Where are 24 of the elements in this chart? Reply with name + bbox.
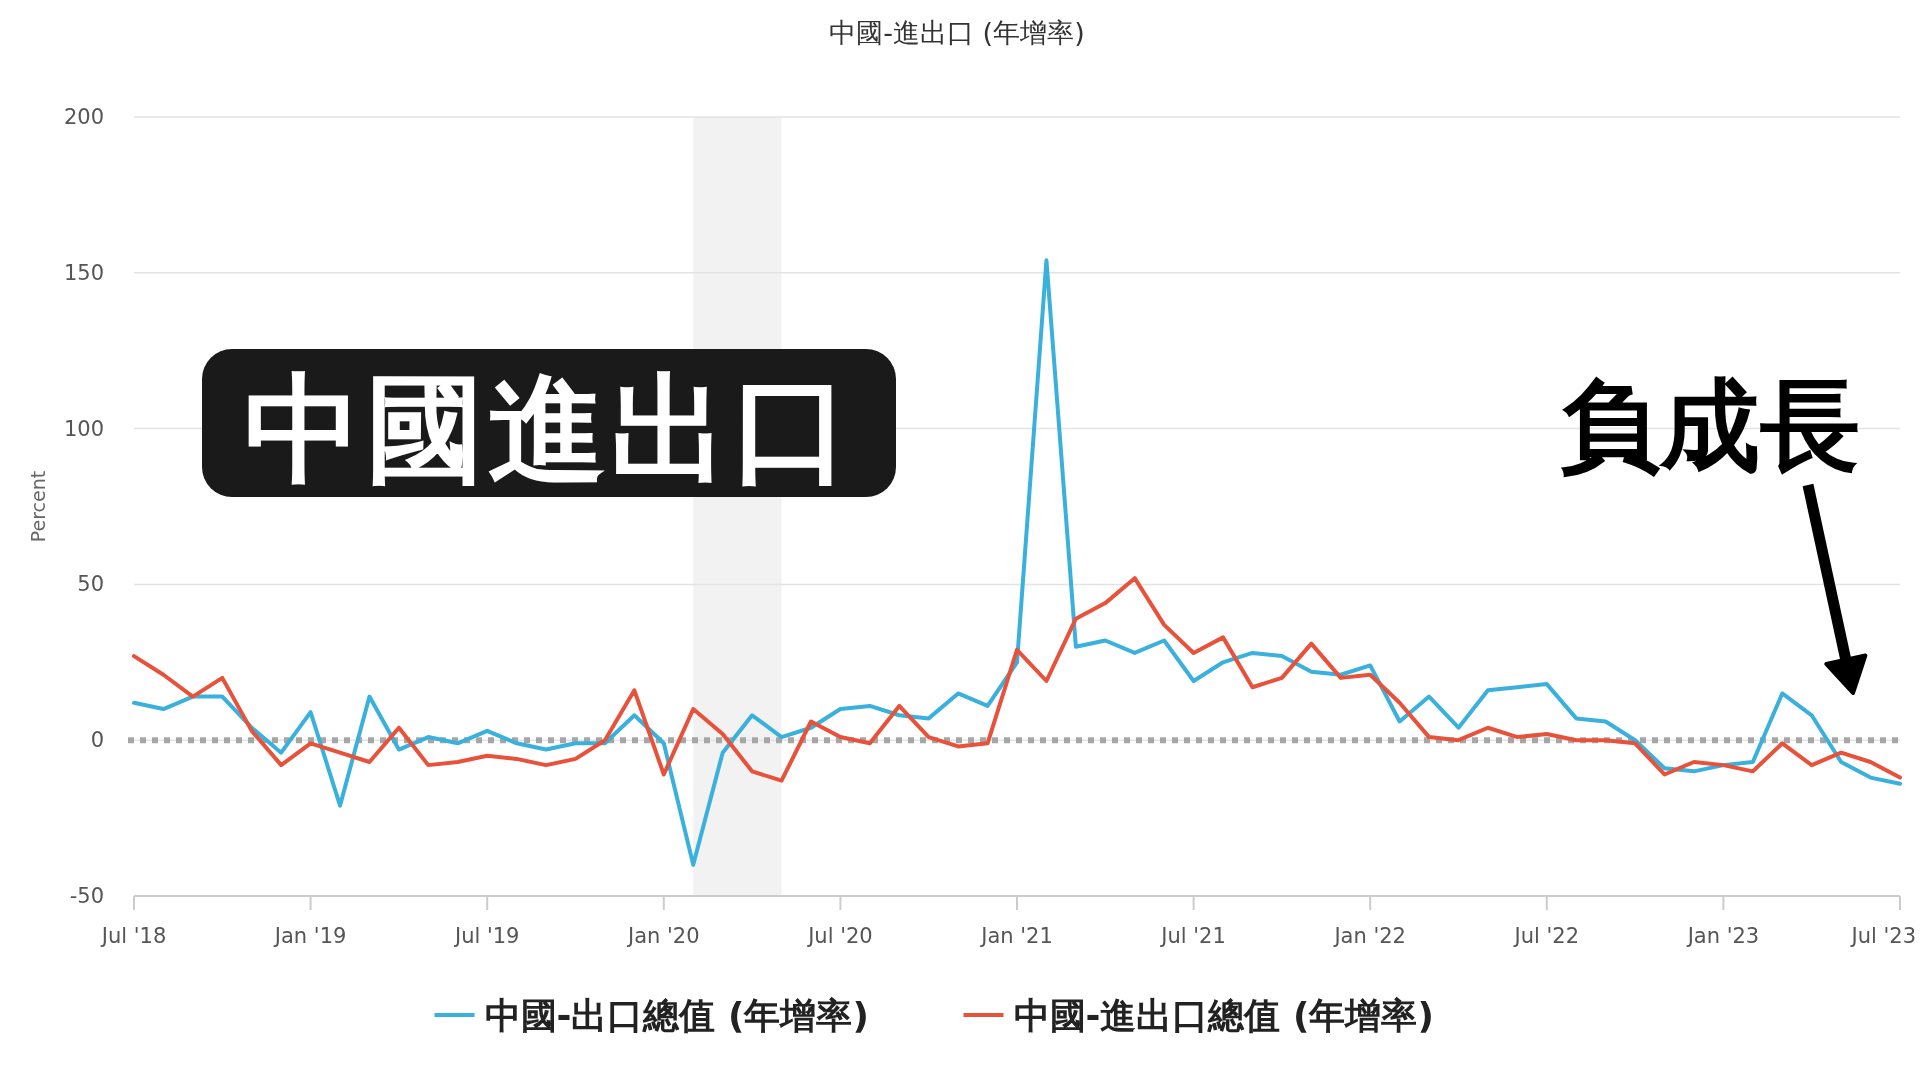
annotation: 負成長 (1560, 367, 1860, 484)
y-tick-label: -50 (69, 884, 104, 908)
x-tick-label: Jul '20 (806, 924, 873, 948)
x-tick-label: Jan '22 (1332, 924, 1406, 948)
y-tick-label: 0 (90, 728, 104, 753)
x-tick-label: Jan '23 (1685, 924, 1760, 948)
y-tick-label: 200 (63, 105, 104, 129)
x-tick-label: Jul '18 (99, 924, 167, 948)
x-tick-label: Jan '21 (979, 924, 1053, 948)
x-tick-label: Jul '19 (452, 924, 520, 948)
chart-title: 中國-進出口 (年增率) (829, 17, 1085, 48)
y-tick-label: 150 (63, 260, 104, 285)
annotation-box: 中國進出口 (202, 349, 896, 498)
y-tick-label: 50 (77, 572, 104, 597)
x-tick-label: Jul '21 (1159, 924, 1226, 948)
x-tick-label: Jan '20 (626, 924, 700, 948)
annotation: 中國進出口 (244, 360, 854, 498)
x-tick-label: Jul '22 (1512, 924, 1580, 948)
x-tick-label: Jan '19 (272, 924, 347, 948)
legend-label: 中國-進出口總值 (年增率) (1013, 995, 1434, 1036)
x-tick-label: Jul '23 (1849, 924, 1916, 948)
legend-label: 中國-出口總值 (年增率) (484, 995, 869, 1036)
y-tick-label: 100 (63, 416, 104, 441)
y-axis-title: Percent (27, 470, 49, 543)
